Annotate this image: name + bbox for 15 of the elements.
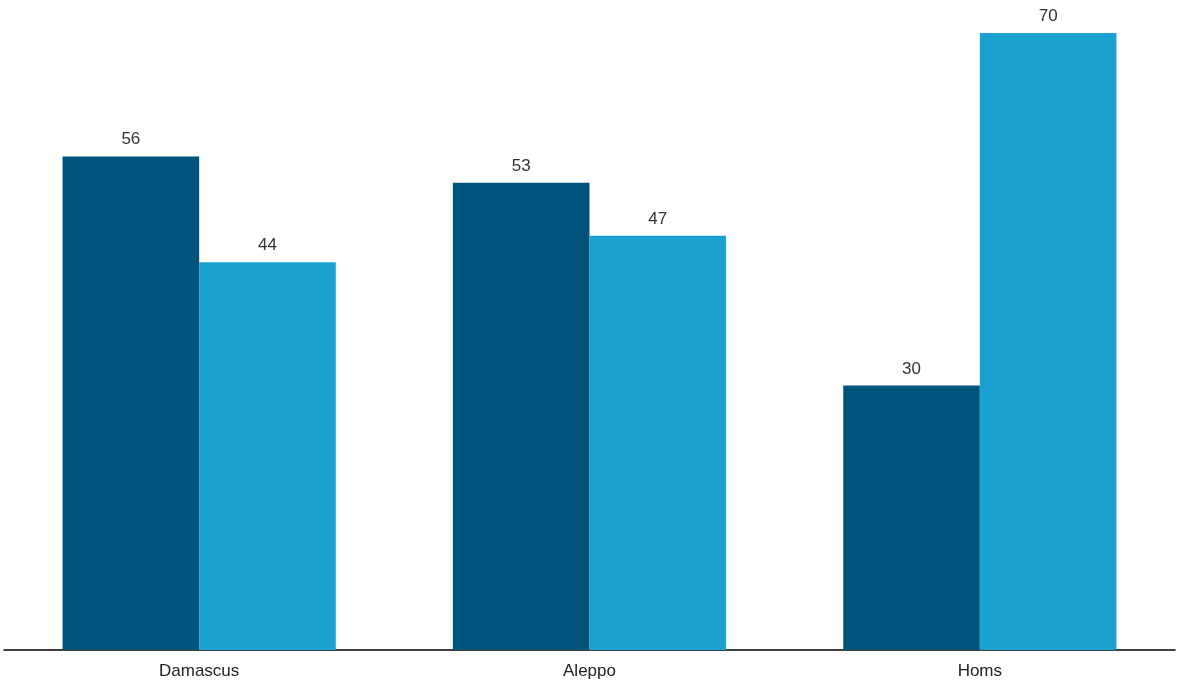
x-tick-label: Damascus [159, 661, 240, 680]
data-label: 53 [511, 155, 531, 175]
bar [62, 156, 200, 650]
data-label: 47 [648, 208, 668, 228]
x-tick-label: Homs [957, 661, 1003, 680]
data-label: 30 [902, 358, 921, 378]
bar [199, 262, 336, 650]
data-label: 56 [121, 129, 141, 149]
bar [843, 385, 980, 650]
bar [452, 182, 590, 650]
data-label: 44 [258, 235, 277, 255]
bar [979, 33, 1117, 650]
bar [589, 235, 727, 650]
data-label: 70 [1038, 6, 1058, 25]
x-tick-label: Aleppo [563, 661, 616, 680]
